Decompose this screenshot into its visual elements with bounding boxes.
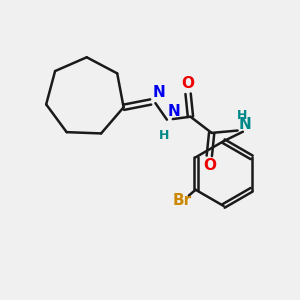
Text: O: O [182,76,195,92]
Text: H: H [237,109,247,122]
Text: Br: Br [173,194,192,208]
Text: N: N [239,117,251,132]
Text: O: O [203,158,216,173]
Text: H: H [159,129,170,142]
Text: N: N [168,104,181,119]
Text: N: N [152,85,165,100]
